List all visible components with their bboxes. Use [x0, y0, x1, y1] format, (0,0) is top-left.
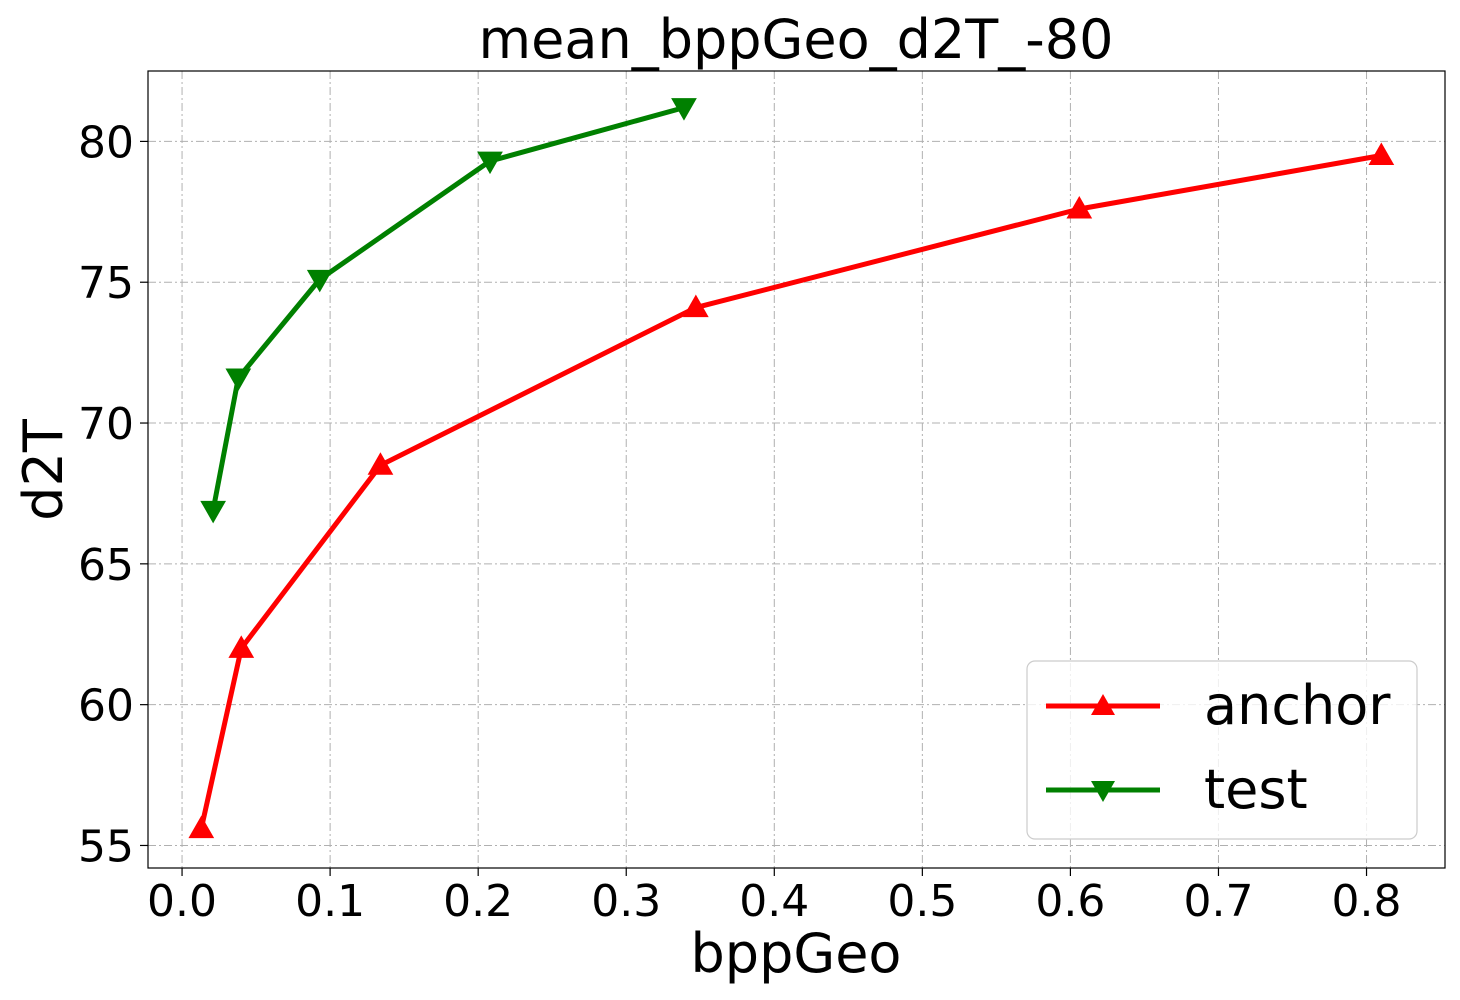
test-point — [671, 98, 697, 121]
anchor-point — [188, 815, 215, 839]
x-axis-ticks: 0.0 0.1 0.2 0.3 0.4 0.5 0.6 0.7 0.8 — [147, 868, 1402, 927]
test-point — [306, 269, 333, 293]
chart-title: mean_bppGeo_d2T_-80 — [479, 8, 1114, 71]
y-tick-label: 80 — [78, 117, 134, 168]
x-tick-label: 0.0 — [147, 876, 217, 927]
anchor-point — [228, 635, 255, 658]
anchor-point — [682, 294, 709, 318]
plot-frame — [147, 70, 1446, 869]
y-tick-label: 75 — [78, 258, 134, 309]
legend-anchor-label: anchor — [1204, 674, 1391, 737]
legend-test-marker — [1091, 781, 1115, 802]
test-point — [200, 500, 227, 524]
y-axis-label: d2T — [12, 418, 75, 521]
y-tick-label: 55 — [78, 821, 134, 872]
legend-test-label: test — [1204, 758, 1308, 821]
test-point — [477, 151, 503, 175]
x-tick-label: 0.3 — [591, 876, 661, 927]
x-tick-label: 0.4 — [739, 876, 809, 927]
anchor-line — [198, 153, 1384, 832]
x-tick-label: 0.7 — [1183, 876, 1253, 927]
y-tick-label: 65 — [78, 540, 134, 591]
x-tick-label: 0.2 — [443, 876, 513, 927]
anchor-point — [1066, 195, 1093, 219]
x-tick-label: 0.5 — [887, 876, 957, 927]
y-tick-label: 70 — [78, 399, 134, 450]
x-tick-label: 0.8 — [1332, 876, 1402, 927]
x-tick-label: 0.1 — [295, 876, 365, 927]
x-axis-label: bppGeo — [691, 922, 902, 985]
legend: anchor test — [1026, 660, 1418, 840]
anchor-point — [367, 452, 394, 475]
y-tick-label: 60 — [78, 681, 134, 732]
y-axis-ticks: 55 60 65 70 75 80 — [78, 117, 148, 872]
grid-lines — [148, 71, 1445, 868]
x-tick-label: 0.6 — [1035, 876, 1105, 927]
legend-anchor-marker — [1091, 694, 1115, 715]
test-point — [225, 368, 252, 391]
data-series — [188, 98, 1395, 839]
test-line — [210, 105, 687, 513]
anchor-point — [1368, 142, 1395, 165]
